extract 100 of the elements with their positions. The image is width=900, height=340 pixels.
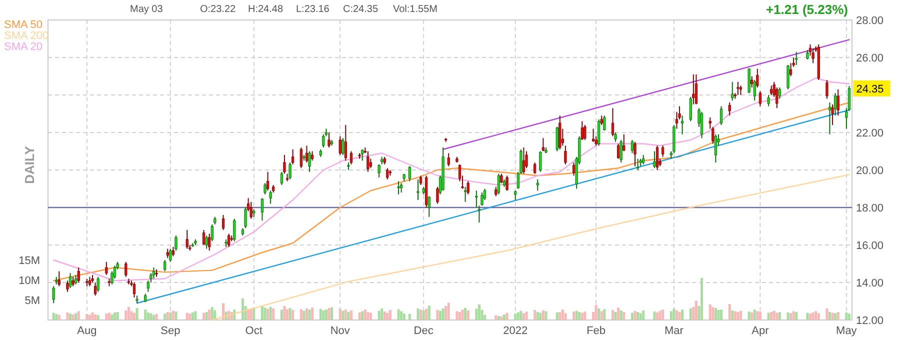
- candlestick: [689, 96, 692, 122]
- bar: [786, 312, 790, 320]
- candlestick: [361, 148, 364, 162]
- bar: [466, 310, 470, 320]
- bar: [77, 311, 80, 320]
- y2-tick-label: 5M: [24, 294, 40, 307]
- candlestick: [132, 282, 136, 298]
- bar: [756, 311, 759, 320]
- bar: [656, 312, 659, 320]
- bar: [700, 278, 704, 320]
- bar: [319, 308, 322, 320]
- bar: [767, 312, 770, 320]
- candlestick: [169, 248, 172, 262]
- bar: [514, 314, 517, 320]
- bar: [241, 298, 244, 320]
- candlestick: [828, 102, 832, 135]
- x-tick-label: Aug: [77, 325, 97, 337]
- candlestick: [172, 246, 174, 257]
- candlestick: [539, 150, 542, 172]
- bar: [792, 311, 795, 320]
- text: +1.21 (5.23%): [766, 2, 848, 17]
- bar: [425, 308, 428, 320]
- candlestick: [264, 182, 266, 195]
- candlestick: [202, 230, 206, 246]
- bar: [642, 310, 645, 320]
- candlestick: [77, 267, 80, 283]
- candlestick: [598, 118, 600, 146]
- bar: [502, 314, 506, 320]
- text: H:24.48: [248, 4, 284, 15]
- bar: [770, 312, 773, 320]
- bar: [288, 308, 292, 320]
- candlestick: [620, 140, 622, 163]
- bar: [561, 310, 564, 320]
- bar: [347, 312, 350, 320]
- bar: [364, 310, 366, 320]
- bar: [500, 316, 503, 320]
- candlestick: [750, 76, 754, 88]
- candlestick: [350, 150, 353, 165]
- bar: [74, 313, 78, 320]
- candlestick: [656, 145, 659, 170]
- bar: [191, 312, 194, 320]
- bar: [444, 306, 448, 320]
- text: SMA 20: [4, 40, 43, 53]
- bar: [736, 312, 740, 320]
- bar: [269, 306, 272, 320]
- bar: [694, 300, 698, 320]
- candlestick: [494, 186, 498, 197]
- x-tick-label: 2022: [503, 325, 528, 337]
- x-tick-label: Apr: [752, 325, 770, 337]
- bar: [388, 310, 392, 320]
- bar: [458, 312, 461, 320]
- bar: [132, 312, 136, 320]
- bar: [603, 309, 606, 320]
- candlestick: [753, 80, 756, 102]
- candlestick: [66, 280, 69, 292]
- bar: [272, 308, 275, 320]
- bar: [598, 308, 600, 320]
- bar: [105, 314, 108, 320]
- candlestick: [497, 173, 500, 195]
- candlestick: [834, 92, 837, 116]
- candlestick: [700, 111, 704, 139]
- bar: [166, 312, 169, 320]
- x-tick-label: Sep: [160, 325, 180, 337]
- bar: [834, 313, 837, 320]
- candlestick: [228, 233, 230, 248]
- bar: [636, 312, 640, 320]
- bar: [186, 312, 188, 320]
- y-tick-label: 20.00: [856, 164, 884, 177]
- bar: [828, 312, 831, 320]
- bar: [108, 312, 110, 320]
- candlestick: [280, 171, 283, 186]
- bar: [188, 314, 192, 320]
- bar: [436, 310, 439, 320]
- bar: [300, 309, 302, 320]
- candlestick: [408, 166, 411, 182]
- candlestick: [542, 138, 545, 152]
- bar: [572, 312, 576, 320]
- bar: [369, 312, 372, 320]
- text: May 03: [130, 4, 164, 15]
- candlestick: [464, 186, 467, 202]
- candlestick: [210, 224, 214, 242]
- bar: [575, 310, 578, 320]
- bar: [809, 314, 812, 320]
- candlestick: [795, 51, 798, 66]
- candlestick: [556, 126, 558, 152]
- bar: [69, 314, 72, 320]
- bar: [222, 303, 225, 320]
- bar: [94, 314, 97, 320]
- bar: [88, 314, 91, 320]
- bar: [116, 312, 119, 320]
- bar: [556, 312, 558, 320]
- candlestick: [739, 85, 742, 96]
- bar: [594, 304, 598, 320]
- bar: [114, 312, 116, 320]
- bar: [302, 310, 306, 320]
- candlestick: [592, 128, 595, 142]
- bar: [776, 312, 778, 320]
- candlestick: [466, 180, 470, 195]
- candlestick: [447, 152, 450, 167]
- candlestick: [419, 175, 422, 186]
